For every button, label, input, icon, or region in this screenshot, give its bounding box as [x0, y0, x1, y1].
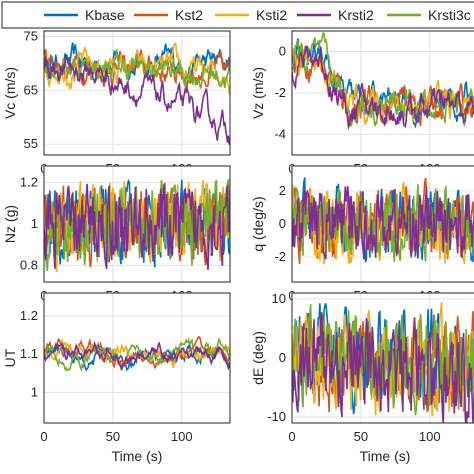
- x-tick-label: 0: [288, 429, 295, 444]
- y-axis-label: UT: [2, 348, 18, 367]
- axes-box-de: [291, 292, 474, 424]
- y-tick-label: 10: [272, 291, 286, 306]
- x-axis-label: Time (s): [112, 448, 163, 464]
- series-group-vc: [44, 41, 230, 146]
- series-group-de: [292, 302, 474, 423]
- x-tick-label: 50: [354, 429, 368, 444]
- y-tick-label: 1: [31, 384, 38, 399]
- axes-box-q: [291, 165, 474, 283]
- y-tick-label: 0: [279, 350, 286, 365]
- y-tick-label: -10: [267, 409, 286, 424]
- series-group-ut: [44, 335, 230, 372]
- axes-box-nz: [43, 165, 231, 283]
- legend-label-kbase: Kbase: [85, 7, 125, 23]
- y-tick-label: -2: [274, 249, 286, 264]
- y-tick-label: 0.8: [20, 257, 38, 272]
- series-group-nz: [44, 179, 230, 273]
- series-line-krsti2: [292, 311, 474, 423]
- y-tick-label: 2: [279, 183, 286, 198]
- legend-label-krsti3c: Krsti3c: [428, 7, 471, 23]
- x-axis-label: Time (s): [360, 448, 411, 464]
- legend: Kbase Kst2 Ksti2 Krsti2 Krsti3c: [1, 1, 474, 29]
- y-tick-label: 0: [279, 216, 286, 231]
- legend-label-ksti2: Ksti2: [256, 7, 287, 23]
- x-tick-label: 100: [419, 429, 441, 444]
- x-tick-label: 50: [106, 429, 120, 444]
- y-tick-label: -2: [274, 85, 286, 100]
- panel-vc: 050100556575Vc (m/s): [2, 28, 231, 176]
- y-axis-label: q (deg/s): [250, 196, 266, 251]
- series-group-vz: [292, 31, 474, 130]
- panel-ut: 0 50 100 1 1.1 1.2 UT Time (s): [2, 292, 231, 464]
- x-tick-label: 100: [171, 429, 193, 444]
- y-tick-label: 1.2: [20, 175, 38, 190]
- series-line-krsti2: [44, 183, 230, 270]
- y-tick-label: -4: [274, 126, 286, 141]
- y-axis-label: Vz (m/s): [250, 67, 266, 119]
- y-tick-label: 65: [24, 82, 38, 97]
- series-line-krsti2: [44, 54, 230, 146]
- series-group-q: [292, 177, 474, 265]
- y-tick-label: 1.2: [20, 308, 38, 323]
- y-tick-label: 75: [24, 28, 38, 43]
- y-axis-label: dE (deg): [250, 331, 266, 385]
- x-tick-label: 0: [40, 429, 47, 444]
- legend-label-kst2: Kst2: [175, 7, 203, 23]
- panel-nz: 0501000.811.2Nz (g): [2, 165, 231, 303]
- y-tick-label: 1.1: [20, 346, 38, 361]
- series-line-krsti3c: [44, 50, 230, 90]
- series-line-kst2: [44, 49, 230, 90]
- legend-label-krsti2: Krsti2: [338, 7, 374, 23]
- series-line-krsti2: [292, 186, 474, 260]
- y-tick-label: 0: [279, 44, 286, 59]
- y-tick-label: 55: [24, 136, 38, 151]
- axes-box-ut: [43, 292, 231, 424]
- series-line-krsti2: [292, 45, 474, 130]
- y-axis-label: Nz (g): [2, 205, 18, 243]
- axes-box-vz: [291, 30, 474, 156]
- axes-box-vc: [43, 30, 231, 156]
- y-tick-label: 1: [31, 216, 38, 231]
- y-axis-label: Vc (m/s): [2, 67, 18, 119]
- series-line-krsti2: [44, 340, 230, 372]
